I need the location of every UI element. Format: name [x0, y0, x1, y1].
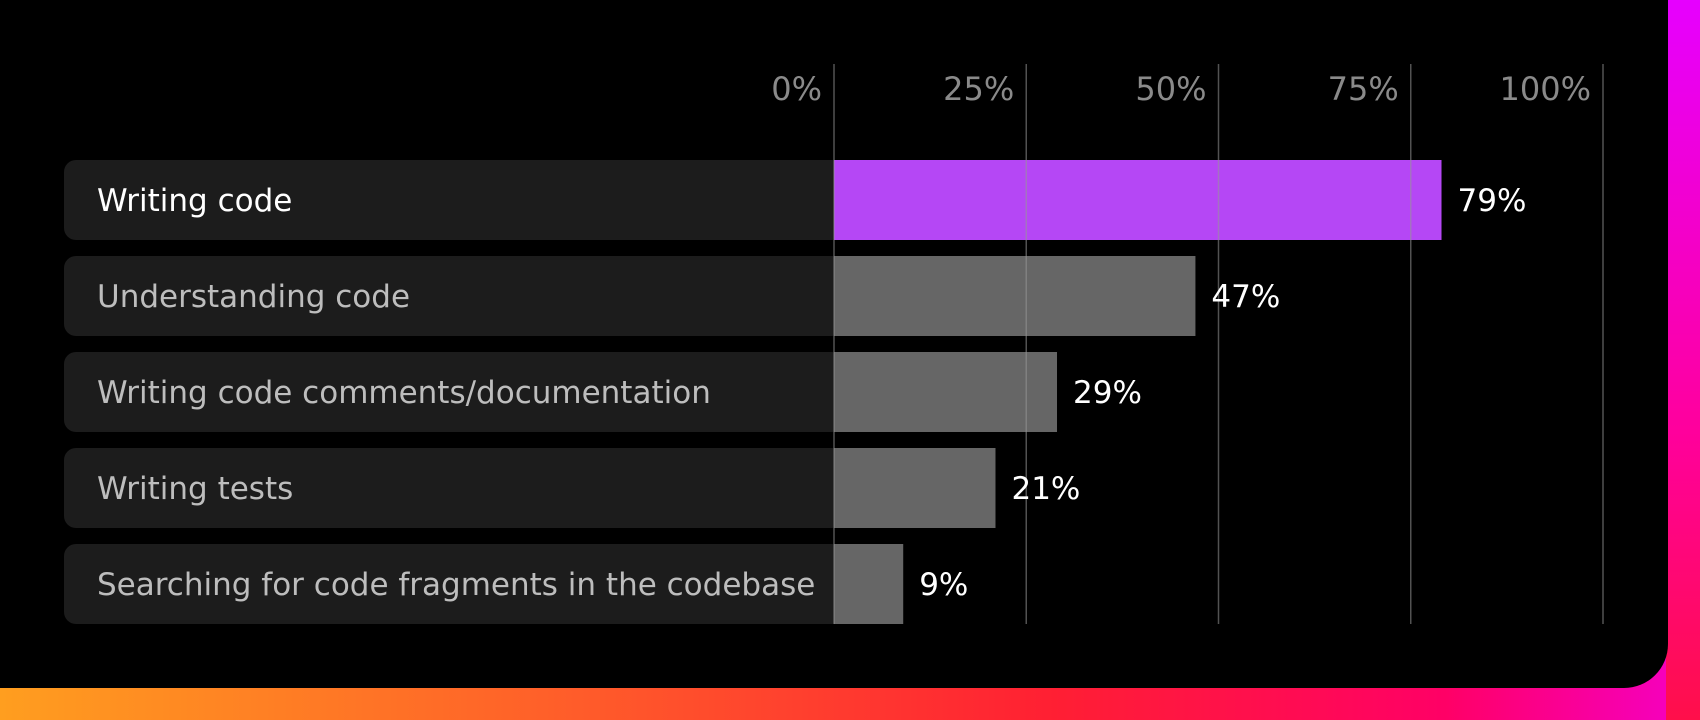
x-tick-label: 100% [1500, 70, 1591, 108]
x-tick-label: 75% [1328, 70, 1399, 108]
x-tick-label: 0% [771, 70, 822, 108]
category-label: Writing code comments/documentation [97, 375, 711, 411]
bar-0 [834, 160, 1442, 240]
bar-3 [834, 448, 996, 528]
category-label: Writing tests [97, 471, 293, 507]
x-tick-label: 50% [1135, 70, 1206, 108]
value-label: 21% [1011, 471, 1080, 507]
row-background [64, 160, 844, 240]
x-tick-label: 25% [943, 70, 1014, 108]
bar-4 [834, 544, 904, 624]
bar-chart: Writing code 79% Understanding code 47% Writ… [64, 64, 1604, 624]
labels: Writing code 79% Understanding code 47% Writ… [97, 70, 1591, 603]
row-background [64, 544, 844, 624]
row-background [64, 256, 844, 336]
gridlines [833, 64, 1604, 624]
category-label: Searching for code fragments in the code… [97, 567, 815, 603]
row-background [64, 448, 844, 528]
category-label: Writing code [97, 183, 292, 219]
value-label: 79% [1458, 183, 1527, 219]
row-backgrounds [64, 160, 844, 624]
bar-2 [834, 352, 1058, 432]
value-label: 29% [1073, 375, 1142, 411]
chart-card: Writing code 79% Understanding code 47% Writ… [64, 64, 1604, 624]
bar-1 [834, 256, 1196, 336]
value-label: 9% [919, 567, 968, 603]
value-label: 47% [1211, 279, 1280, 315]
row-background [64, 352, 844, 432]
category-label: Understanding code [97, 279, 410, 315]
bars [834, 160, 1442, 624]
